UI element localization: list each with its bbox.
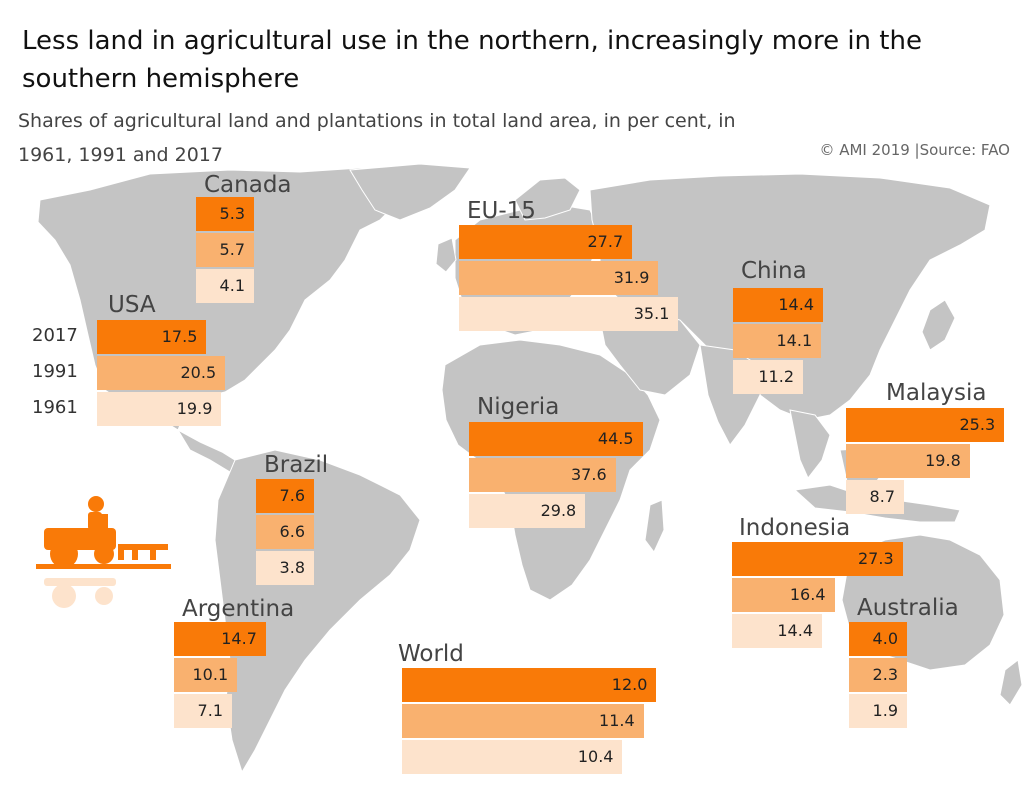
bar-value-nigeria-1991: 37.6 <box>571 465 607 484</box>
bar-malaysia-1991: 19.8 <box>846 444 970 478</box>
bar-value-argentina-2017: 14.7 <box>221 629 257 648</box>
region-label-argentina: Argentina <box>182 596 295 622</box>
bar-world-1961: 10.4 <box>402 740 623 774</box>
bar-value-usa-2017: 17.5 <box>161 327 198 346</box>
bar-china-1961: 11.2 <box>733 360 803 394</box>
bar-indonesia-2017: 27.3 <box>732 542 903 576</box>
bar-argentina-2017: 14.7 <box>174 622 266 656</box>
bar-australia-1991: 2.3 <box>849 658 907 692</box>
bar-value-indonesia-1961: 14.4 <box>777 621 813 640</box>
bar-value-malaysia-1961: 8.7 <box>869 487 895 506</box>
bar-value-australia-2017: 4.0 <box>872 629 898 648</box>
bar-indonesia-1991: 16.4 <box>732 578 835 612</box>
bar-australia-1961: 1.9 <box>849 694 907 728</box>
bar-value-china-1991: 14.1 <box>776 331 813 350</box>
region-label-nigeria: Nigeria <box>477 394 560 420</box>
bar-malaysia-1961: 8.7 <box>846 480 904 514</box>
bar-value-brazil-1961: 3.8 <box>279 558 305 577</box>
bar-value-nigeria-2017: 44.5 <box>597 429 634 448</box>
bar-canada-1991: 5.7 <box>196 233 254 267</box>
bar-value-world-2017: 12.0 <box>611 675 648 694</box>
bar-brazil-1991: 6.6 <box>256 515 314 549</box>
bar-china-2017: 14.4 <box>733 288 823 322</box>
bar-eu-15-2017: 27.7 <box>459 225 633 259</box>
region-label-australia: Australia <box>857 595 959 621</box>
bar-world-1991: 11.4 <box>402 704 644 738</box>
map-new-zealand <box>999 659 1023 706</box>
region-label-canada: Canada <box>204 172 292 198</box>
bar-value-china-1961: 11.2 <box>758 367 794 386</box>
bar-eu-15-1961: 35.1 <box>459 297 679 331</box>
bar-value-indonesia-1991: 16.4 <box>789 585 826 604</box>
bar-value-usa-1961: 19.9 <box>176 399 213 418</box>
region-label-eu-15: EU-15 <box>467 198 536 224</box>
bar-value-eu-15-1991: 31.9 <box>613 268 650 287</box>
bar-nigeria-1961: 29.8 <box>469 494 586 528</box>
region-label-usa: USA <box>108 292 156 318</box>
bar-value-world-1991: 11.4 <box>599 711 635 730</box>
map-scandinavia <box>514 177 581 221</box>
bar-value-malaysia-2017: 25.3 <box>959 415 996 434</box>
bar-australia-2017: 4.0 <box>849 622 907 656</box>
bar-eu-15-1991: 31.9 <box>459 261 659 295</box>
chart-subtitle: Shares of agricultural land and plantati… <box>18 110 736 166</box>
bar-usa-1961: 19.9 <box>97 392 222 426</box>
bar-indonesia-1961: 14.4 <box>732 614 822 648</box>
map-greenland <box>349 163 471 221</box>
bar-value-argentina-1961: 7.1 <box>197 701 223 720</box>
bar-value-australia-1991: 2.3 <box>872 665 898 684</box>
bar-brazil-2017: 7.6 <box>256 479 314 513</box>
source-note: © AMI 2019 |Source: FAO <box>819 141 1010 159</box>
bar-world-2017: 12.0 <box>402 668 657 702</box>
bar-value-china-2017: 14.4 <box>778 295 814 314</box>
bar-china-1991: 14.1 <box>733 324 822 358</box>
year-label-1991: 1991 <box>32 361 78 382</box>
tractor-icon <box>36 496 171 608</box>
bar-usa-2017: 17.5 <box>97 320 207 354</box>
bar-argentina-1991: 10.1 <box>174 658 238 692</box>
bar-value-usa-1991: 20.5 <box>180 363 217 382</box>
region-label-brazil: Brazil <box>264 452 329 478</box>
bar-value-nigeria-1961: 29.8 <box>540 501 577 520</box>
bar-value-australia-1961: 1.9 <box>872 701 898 720</box>
bar-value-eu-15-2017: 27.7 <box>587 232 624 251</box>
map-central-america <box>176 428 239 473</box>
region-label-malaysia: Malaysia <box>886 380 987 406</box>
bar-nigeria-2017: 44.5 <box>469 422 643 456</box>
bar-canada-1961: 4.1 <box>196 269 254 303</box>
bar-value-canada-2017: 5.3 <box>219 204 245 223</box>
bar-usa-1991: 20.5 <box>97 356 226 390</box>
chart-title: Less land in agricultural use in the nor… <box>22 26 922 94</box>
bar-value-malaysia-1991: 19.8 <box>925 451 961 470</box>
region-label-china: China <box>741 258 807 284</box>
map-japan <box>921 299 956 351</box>
year-label-1961: 1961 <box>32 397 78 418</box>
bar-malaysia-2017: 25.3 <box>846 408 1005 442</box>
bar-value-eu-15-1961: 35.1 <box>633 304 670 323</box>
region-label-world: World <box>398 641 464 667</box>
bar-value-indonesia-2017: 27.3 <box>858 549 894 568</box>
map-madagascar <box>644 499 665 553</box>
map-southeast-asia <box>789 409 831 479</box>
bar-value-canada-1991: 5.7 <box>219 240 245 259</box>
bar-value-brazil-1991: 6.6 <box>279 522 305 541</box>
bar-value-world-1961: 10.4 <box>577 747 614 766</box>
year-label-2017: 2017 <box>32 325 78 346</box>
bar-brazil-1961: 3.8 <box>256 551 314 585</box>
bar-canada-2017: 5.3 <box>196 197 254 231</box>
region-label-indonesia: Indonesia <box>739 515 851 541</box>
bar-value-argentina-1991: 10.1 <box>192 665 229 684</box>
bar-argentina-1961: 7.1 <box>174 694 232 728</box>
map-uk <box>435 237 457 273</box>
bar-value-brazil-2017: 7.6 <box>279 486 305 505</box>
bar-nigeria-1991: 37.6 <box>469 458 616 492</box>
bar-value-canada-1961: 4.1 <box>219 276 245 295</box>
